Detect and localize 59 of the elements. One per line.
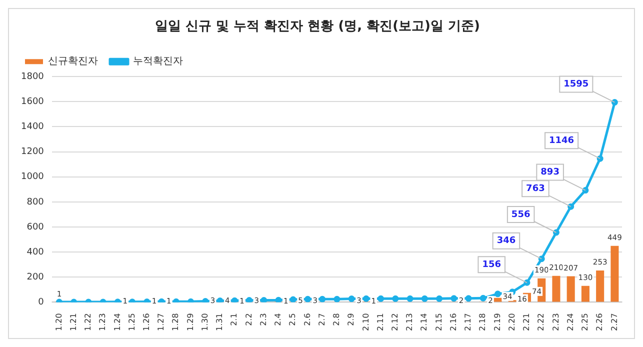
x-tick-label: 1.31	[215, 313, 224, 331]
x-tick-label: 2.18	[478, 313, 488, 331]
y-tick-label: 1800	[21, 72, 44, 82]
x-tick-label: 2.23	[551, 313, 560, 331]
legend-label: 신규확진자	[48, 56, 98, 68]
x-tick-label: 2.11	[376, 313, 385, 331]
data-label: 763	[526, 184, 545, 194]
x-tick-label: 2.13	[405, 313, 414, 331]
x-tick-label: 2.6	[302, 313, 312, 326]
x-tick-label: 2.10	[361, 313, 370, 331]
data-label: 346	[496, 236, 516, 246]
x-tick-label: 2.14	[420, 313, 429, 331]
data-label: 1146	[549, 136, 574, 146]
x-tick-label: 2.22	[536, 313, 546, 331]
x-tick-label: 2.4	[274, 313, 283, 326]
x-tick-label: 2.26	[595, 313, 604, 331]
x-tick-label: 1.27	[156, 313, 166, 331]
y-tick-label: 1000	[21, 172, 44, 182]
x-tick-label: 2.21	[522, 313, 532, 331]
x-tick-label: 2.15	[434, 313, 444, 331]
x-tick-label: 2.19	[492, 313, 502, 331]
x-tick-label: 2.5	[288, 313, 298, 326]
x-tick-label: 2.25	[580, 313, 590, 331]
x-tick-label: 1.29	[186, 313, 195, 331]
x-tick-label: 1.24	[112, 313, 122, 331]
x-tick-label: 1.21	[68, 313, 78, 331]
y-tick-label: 800	[26, 197, 44, 208]
x-tick-label: 2.2	[244, 313, 254, 326]
x-tick-label: 2.7	[317, 313, 326, 326]
x-tick-label: 1.26	[142, 313, 151, 331]
x-tick-label: 1.20	[54, 313, 64, 331]
x-tick-label: 2.3	[258, 313, 268, 326]
data-label: 156	[482, 260, 501, 270]
x-tick-label: 2.20	[507, 313, 516, 331]
x-tick-label: 2.12	[390, 313, 400, 331]
x-tick-label: 2.1	[230, 313, 239, 326]
x-tick-label: 1.28	[171, 313, 180, 331]
x-tick-label: 1.23	[98, 313, 108, 331]
y-tick-label: 1600	[21, 97, 44, 108]
y-tick-label: 0	[38, 298, 44, 308]
x-tick-label: 1.22	[84, 313, 93, 331]
y-tick-label: 1400	[21, 122, 44, 132]
data-label: 893	[540, 168, 560, 178]
y-tick-label: 400	[26, 247, 44, 258]
x-tick-label: 2.27	[610, 313, 619, 331]
data-label: 1595	[564, 80, 589, 90]
x-tick-label: 2.16	[448, 313, 458, 331]
x-tick-label: 1.25	[127, 313, 136, 331]
x-tick-label: 2.24	[566, 313, 575, 331]
x-tick-label: 1.30	[200, 313, 210, 331]
x-tick-label: 2.17	[464, 313, 473, 331]
x-tick-label: 2.8	[332, 313, 342, 326]
y-tick-label: 200	[26, 272, 44, 282]
chart-title: 일일 신규 및 누적 확진자 현황 (명, 확진(보고)일 기준)	[155, 19, 480, 34]
x-tick-label: 2.9	[346, 313, 356, 326]
legend-label: 누적확진자	[133, 56, 183, 68]
y-tick-label: 600	[26, 222, 44, 232]
y-tick-label: 1200	[21, 147, 44, 158]
data-label: 556	[511, 210, 530, 220]
